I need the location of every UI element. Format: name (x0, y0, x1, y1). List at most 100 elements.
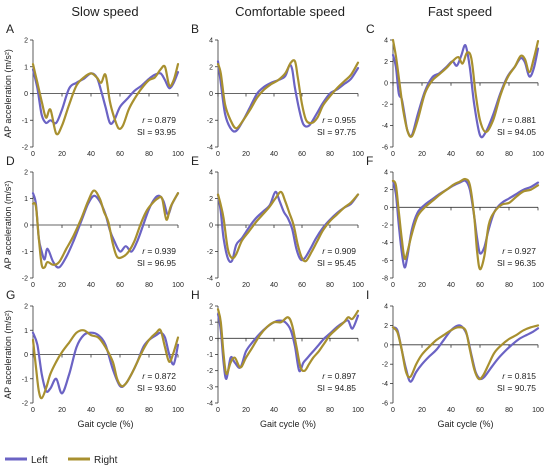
x-tick-label: 40 (447, 151, 455, 158)
panel-letter-h: H (191, 288, 200, 302)
y-axis-label: AP acceleration (m/s²) (3, 310, 13, 399)
y-tick-label: -4 (382, 123, 388, 130)
x-tick-label: 100 (352, 407, 364, 414)
y-tick-label: 0 (209, 91, 213, 98)
x-tick-label: 20 (418, 407, 426, 414)
series-right-g (31, 328, 180, 400)
y-tick-label: -8 (382, 276, 388, 283)
x-tick-label: 60 (476, 151, 484, 158)
x-tick-label: 60 (298, 407, 306, 414)
y-tick-label: -1 (22, 249, 28, 256)
x-tick-label: 40 (270, 151, 278, 158)
series-right-c (391, 38, 540, 138)
x-tick-label: 100 (172, 151, 184, 158)
x-tick-label: 20 (58, 151, 66, 158)
panel-letter-f: F (366, 154, 373, 168)
x-tick-label: 80 (145, 407, 153, 414)
x-tick-label: 60 (116, 151, 124, 158)
y-tick-label: -2 (22, 276, 28, 283)
r-value-c: r = 0.881 (502, 115, 536, 125)
series-left-g (31, 331, 180, 395)
si-value-e: SI = 95.45 (317, 258, 356, 268)
x-tick-label: 0 (216, 282, 220, 289)
r-value-h: r = 0.897 (322, 371, 356, 381)
x-tick-label: 100 (532, 282, 544, 289)
y-tick-label: 2 (24, 304, 28, 311)
x-axis-label: Gait cycle (%) (260, 419, 316, 429)
y-tick-label: 2 (384, 59, 388, 66)
panel-letter-a: A (6, 22, 14, 36)
y-tick-label: -4 (207, 145, 213, 152)
panel-letter-g: G (6, 288, 15, 302)
r-value-i: r = 0.815 (502, 371, 536, 381)
column-title-comfortable: Comfortable speed (235, 4, 345, 19)
y-tick-label: 0 (24, 223, 28, 230)
si-value-c: SI = 94.05 (497, 127, 536, 137)
series-right-h (216, 308, 360, 376)
y-tick-label: -4 (207, 401, 213, 408)
y-tick-label: -2 (207, 368, 213, 375)
r-value-d: r = 0.939 (142, 246, 176, 256)
r-value-a: r = 0.879 (142, 115, 176, 125)
y-tick-label: -6 (382, 401, 388, 408)
x-tick-label: 80 (326, 407, 334, 414)
panel-letter-i: I (366, 288, 369, 302)
x-tick-label: 40 (270, 407, 278, 414)
r-value-f: r = 0.927 (502, 246, 536, 256)
x-tick-label: 40 (270, 282, 278, 289)
y-tick-label: 1 (24, 328, 28, 335)
si-value-b: SI = 97.75 (317, 127, 356, 137)
x-tick-label: 0 (391, 282, 395, 289)
x-tick-label: 40 (87, 282, 95, 289)
y-tick-label: 0 (209, 336, 213, 343)
y-tick-label: 4 (209, 170, 213, 177)
series-right-f (391, 177, 540, 271)
x-tick-label: 0 (391, 151, 395, 158)
x-tick-label: 80 (505, 282, 513, 289)
y-tick-label: 2 (209, 196, 213, 203)
x-tick-label: 100 (352, 282, 364, 289)
x-tick-label: 80 (145, 151, 153, 158)
series-right-b (216, 59, 360, 130)
x-tick-label: 80 (505, 407, 513, 414)
x-axis-label: Gait cycle (%) (437, 419, 493, 429)
y-tick-label: -6 (382, 145, 388, 152)
r-value-g: r = 0.872 (142, 371, 176, 381)
x-tick-label: 100 (352, 151, 364, 158)
y-tick-label: -1 (22, 376, 28, 383)
x-tick-label: 60 (116, 282, 124, 289)
y-tick-label: 0 (384, 80, 388, 87)
y-tick-label: 2 (384, 323, 388, 330)
x-tick-label: 80 (145, 282, 153, 289)
x-tick-label: 0 (216, 407, 220, 414)
x-tick-label: 80 (505, 151, 513, 158)
y-tick-label: -2 (22, 401, 28, 408)
panel-letter-c: C (366, 22, 375, 36)
y-tick-label: 4 (384, 304, 388, 311)
y-tick-label: -4 (382, 240, 388, 247)
y-tick-label: 2 (24, 170, 28, 177)
y-tick-label: 4 (209, 38, 213, 45)
y-tick-label: 2 (209, 64, 213, 71)
y-tick-label: -2 (207, 118, 213, 125)
series-right-a (31, 62, 180, 136)
y-tick-label: 0 (384, 342, 388, 349)
y-tick-label: 0 (24, 352, 28, 359)
x-tick-label: 40 (447, 282, 455, 289)
x-tick-label: 20 (58, 282, 66, 289)
x-tick-label: 0 (31, 407, 35, 414)
y-tick-label: 2 (24, 38, 28, 45)
x-tick-label: 40 (87, 407, 95, 414)
y-tick-label: -1 (207, 352, 213, 359)
y-tick-label: 2 (209, 304, 213, 311)
panel-letter-d: D (6, 154, 15, 168)
si-value-f: SI = 96.35 (497, 258, 536, 268)
x-tick-label: 20 (242, 151, 250, 158)
